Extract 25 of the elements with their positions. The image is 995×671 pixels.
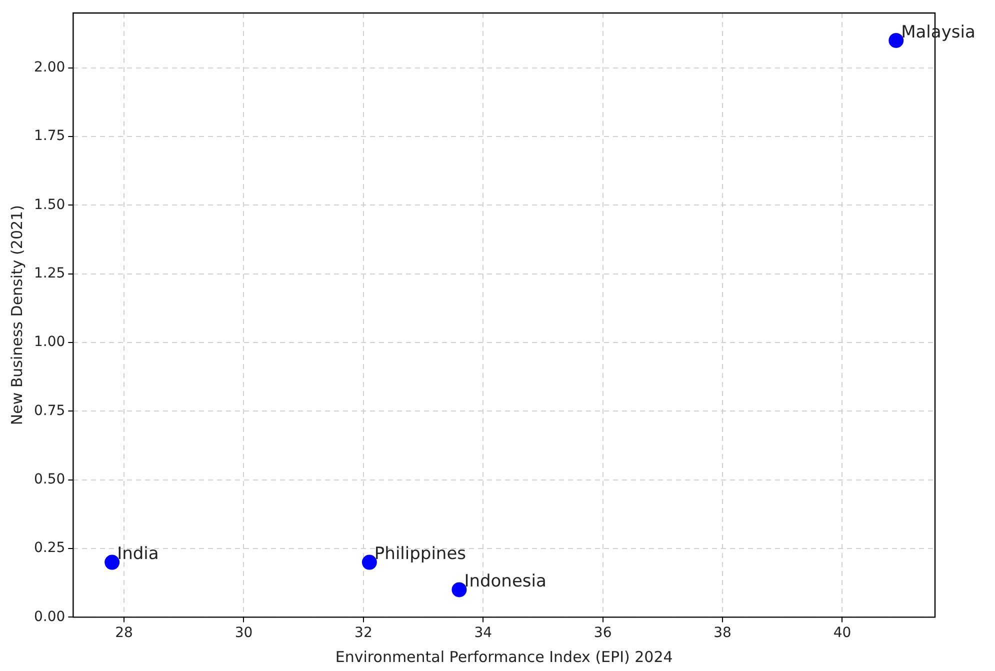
y-tick-label: 1.75 (34, 128, 66, 144)
x-tick-label: 32 (354, 625, 372, 642)
x-tick-label: 36 (594, 625, 612, 642)
y-tick-label: 2.00 (34, 60, 66, 76)
y-tick-label: 1.00 (34, 334, 66, 350)
x-axis-title: Environmental Performance Index (EPI) 2024 (335, 648, 673, 666)
y-tick-label: 0.50 (34, 472, 66, 488)
x-tick-label: 34 (474, 625, 492, 642)
point (104, 554, 120, 570)
x-tick-label: 38 (714, 625, 732, 642)
y-tick-label: 0.25 (34, 540, 66, 556)
x-tick-label: 28 (115, 625, 133, 642)
y-tick-label: 1.50 (34, 196, 66, 213)
x-tick-label: 40 (833, 625, 852, 642)
annotation: Philippines (374, 544, 466, 564)
y-tick-label: 0.75 (34, 402, 66, 419)
annotation: India (117, 544, 159, 564)
y-tick-label: 0.00 (34, 608, 66, 625)
x-tick-label: 30 (234, 625, 253, 642)
annotation: Indonesia (464, 572, 546, 592)
y-axis-title: New Business Density (2021) (8, 205, 26, 426)
point (362, 554, 377, 570)
point (452, 582, 467, 598)
point (888, 32, 904, 48)
y-tick-label: 1.25 (34, 266, 66, 282)
